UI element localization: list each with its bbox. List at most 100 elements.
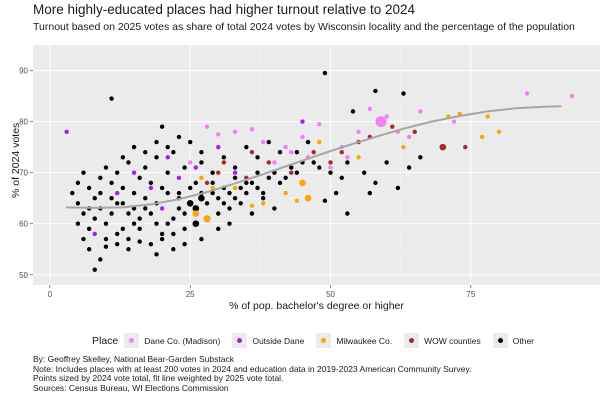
point-dane-co-madison (375, 116, 387, 128)
legend-label: WOW counties (424, 335, 481, 346)
point-other (244, 190, 249, 196)
point-dane-co-madison (289, 150, 294, 155)
point-milwaukee-co (203, 215, 211, 222)
point-dane-co-madison (283, 144, 288, 150)
x-tick-label: 75 (466, 290, 475, 299)
point-other (165, 170, 170, 175)
point-other (143, 150, 148, 155)
point-other (289, 165, 294, 170)
point-other (384, 160, 389, 165)
point-other (109, 195, 114, 201)
legend-item-outside-dane: Outside Dane (232, 333, 304, 348)
point-other (159, 124, 165, 129)
legend-label: Other (512, 335, 535, 346)
x-tick-label: 50 (326, 290, 335, 299)
point-other (216, 211, 221, 216)
point-other (227, 190, 232, 196)
legend-key (316, 333, 332, 348)
point-other (109, 96, 114, 101)
point-other (120, 155, 126, 160)
point-other (109, 211, 114, 216)
point-other (148, 211, 154, 216)
point-other (373, 180, 378, 186)
point-milwaukee-co (294, 198, 300, 203)
point-other (367, 190, 373, 196)
point-wow-counties (266, 160, 271, 165)
point-other (137, 175, 142, 180)
point-dane-co-madison (406, 134, 412, 140)
fit-line (65, 105, 562, 209)
point-other (192, 205, 200, 212)
point-other (176, 206, 182, 211)
legend-key (492, 333, 508, 348)
point-other (244, 144, 249, 150)
x-tick-label: 25 (186, 290, 195, 299)
point-other (227, 221, 232, 226)
point-other (210, 170, 215, 175)
legend-label: Dane Co. (Madison) (144, 335, 221, 346)
point-dane-co-madison (345, 155, 350, 160)
point-dane-co-madison (249, 127, 255, 132)
point-other (92, 216, 97, 221)
point-outside-dane (64, 129, 69, 135)
point-other (171, 247, 176, 252)
point-other (154, 252, 159, 257)
point-other (126, 160, 131, 165)
x-tick-label: 0 (48, 290, 53, 299)
point-other (165, 144, 170, 150)
point-other (322, 70, 328, 76)
point-other (182, 226, 187, 232)
point-other (176, 134, 182, 140)
point-other (154, 221, 159, 226)
point-other (311, 160, 316, 165)
point-milwaukee-co (249, 203, 255, 209)
point-other (137, 216, 142, 221)
point-other (216, 226, 221, 232)
point-other (199, 150, 204, 155)
point-other (159, 236, 165, 242)
point-other (103, 244, 109, 249)
point-outside-dane (165, 155, 170, 160)
point-other (86, 185, 92, 191)
point-other (232, 165, 238, 170)
point-other (103, 221, 109, 226)
point-milwaukee-co (496, 129, 502, 135)
point-other (244, 180, 249, 186)
point-milwaukee-co (260, 201, 266, 206)
legend: Place Dane Co. (Madison) Outside Dane Mi… (92, 333, 546, 348)
point-other (159, 231, 165, 237)
point-wow-counties (328, 160, 333, 165)
point-other (221, 201, 227, 206)
sources: Sources: Census Bureau, WI Elections Com… (33, 382, 229, 393)
major-gridlines (33, 45, 600, 285)
point-other (115, 241, 120, 247)
point-other (210, 180, 215, 186)
legend-item-milwaukee: Milwaukee Co. (316, 333, 392, 348)
data-points (64, 70, 575, 272)
point-other (272, 206, 277, 211)
byline: By: Geoffrey Skelley, National Bear-Gard… (33, 354, 234, 364)
point-other (182, 211, 187, 216)
point-other (198, 194, 205, 202)
point-other (221, 155, 227, 160)
point-wow-counties (390, 124, 395, 129)
point-other (98, 257, 103, 262)
point-other (75, 221, 81, 226)
point-dane-co-madison (232, 129, 238, 135)
point-dane-co-madison (204, 124, 210, 129)
point-other (92, 267, 97, 272)
point-other (176, 190, 182, 196)
point-other (186, 199, 194, 207)
point-other (159, 185, 165, 191)
point-other (249, 180, 255, 186)
legend-item-other: Other (492, 333, 535, 348)
point-other (103, 165, 109, 170)
plot-panel (33, 45, 600, 285)
point-wow-counties (204, 180, 210, 186)
point-outside-dane (115, 190, 120, 196)
point-dane-co-madison (451, 119, 457, 124)
point-other (216, 195, 221, 201)
y-tick-label: 90 (19, 67, 28, 76)
point-dane-co-madison (328, 165, 333, 170)
y-tick-label: 50 (19, 271, 28, 280)
